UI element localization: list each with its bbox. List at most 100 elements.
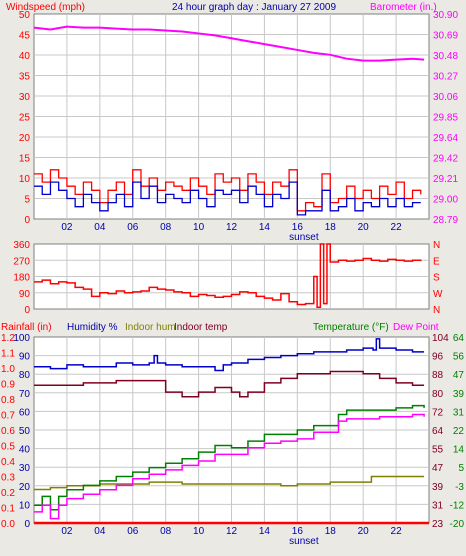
rainfall-tick-label: 0.4	[1, 457, 15, 468]
wind-panel-x-tick-label: 04	[94, 222, 106, 233]
barometer-tick-label: 30.48	[433, 51, 458, 62]
indoor-temp-tick-label: 72	[432, 407, 444, 418]
barometer-tick-label: 29.85	[433, 113, 458, 124]
compass-tick-label: W	[433, 289, 443, 300]
rainfall-tick-label: 0.6	[1, 426, 15, 437]
compass-tick-label: N	[433, 240, 440, 251]
barometer-tick-label: 30.06	[433, 92, 458, 103]
rainfall-tick-label: 0.3	[1, 473, 15, 484]
temperature-tick-label: 64	[453, 333, 465, 344]
direction-series-line	[34, 243, 422, 308]
wind-barometer-panel: 0 5 10 15 20 25 30 35 40 45 50 28.79 29.00 29.21 29.42…	[19, 10, 459, 243]
indoor-hum-title: Indoor hum	[125, 322, 176, 333]
windspeed-tick-label: 15	[19, 154, 31, 165]
humidity-tick-label: 100	[13, 333, 30, 344]
direction-tick-label: 180	[13, 273, 30, 284]
windspeed-tick-label: 30	[19, 92, 31, 103]
direction-tick-label: 360	[13, 240, 30, 251]
wind-panel-x-tick-label: 02	[61, 222, 73, 233]
windspeed-tick-label: 10	[19, 174, 31, 185]
avg_wind-series-line	[34, 181, 421, 216]
barometer-axis-title: Barometer (in.)	[370, 2, 437, 13]
humidity-tick-label: 60	[19, 407, 31, 418]
rainfall-tick-label: 1.2	[1, 333, 15, 344]
wind-panel-x-tick-label: 06	[127, 222, 139, 233]
humidity-tick-label: 70	[19, 389, 31, 400]
temperature-axis-title: Temperature (°F)	[313, 322, 389, 333]
compass-tick-label: E	[433, 256, 440, 267]
barometer-series-line	[33, 25, 425, 62]
indoor-temp-tick-label: 64	[432, 426, 444, 437]
temperature-tick-label: 22	[453, 426, 465, 437]
dew-point-title: Dew Point	[393, 322, 439, 333]
windspeed-tick-label: 50	[19, 10, 31, 21]
temperature-tick-label: 39	[453, 389, 465, 400]
temp-panel-x-tick-label: 20	[358, 526, 370, 537]
temperature-series-line	[34, 404, 425, 511]
temp-panel-x-tick-label: 08	[160, 526, 172, 537]
indoor-temp-tick-label: 31	[432, 500, 444, 511]
windspeed-tick-label: 5	[24, 195, 30, 206]
temperature-tick-label: 5	[458, 463, 464, 474]
temp-panel-x-tick-label: 02	[61, 526, 73, 537]
rainfall-tick-label: 1.0	[1, 364, 15, 375]
wind-panel-x-tick-label: 08	[160, 222, 172, 233]
barometer-tick-label: 30.90	[433, 10, 458, 21]
indoor-temp-tick-label: 80	[432, 389, 444, 400]
direction-tick-label: 90	[19, 289, 31, 300]
temperature-tick-label: -12	[450, 500, 465, 511]
rainfall-tick-label: 1.1	[1, 349, 15, 360]
humidity-tick-label: 50	[19, 426, 31, 437]
rainfall-axis-title: Rainfall (in)	[1, 322, 52, 333]
humidity-tick-label: 40	[19, 445, 31, 456]
humidity-series-line	[34, 338, 425, 372]
wind-series-line	[34, 169, 422, 212]
temperature-tick-label: 56	[453, 352, 465, 363]
graph-title: 24 hour graph day : January 27 2009	[172, 2, 336, 13]
temp-panel-x-tick-label: 06	[127, 526, 139, 537]
wind-panel-x-tick-label: 10	[193, 222, 205, 233]
wind-panel-x-tick-label: 20	[358, 222, 370, 233]
temp-panel-x-tick-label: 12	[226, 526, 238, 537]
indoor-temp-tick-label: 23	[432, 519, 444, 530]
humidity-tick-label: 80	[19, 370, 31, 381]
rainfall-tick-label: 0.7	[1, 411, 15, 422]
temp-panel-x-tick-label: 10	[193, 526, 205, 537]
rainfall-tick-label: 0.9	[1, 380, 15, 391]
windspeed-axis-title: Windspeed (mph)	[6, 2, 85, 13]
wind-panel-sunset-label: sunset	[289, 232, 319, 243]
rainfall-tick-label: 0.0	[1, 519, 15, 530]
rainfall-tick-label: 0.1	[1, 504, 15, 515]
windspeed-tick-label: 45	[19, 31, 31, 42]
temperature-tick-label: 47	[453, 370, 465, 381]
barometer-tick-label: 29.42	[433, 154, 458, 165]
temp-panel-x-tick-label: 14	[259, 526, 271, 537]
temp-panel-sunset-label: sunset	[289, 536, 319, 547]
barometer-tick-label: 28.79	[433, 215, 458, 226]
windspeed-tick-label: 25	[19, 113, 31, 124]
wind-panel-x-tick-label: 16	[292, 222, 304, 233]
indoor-temp-tick-label: 47	[432, 463, 444, 474]
wind-panel-x-tick-label: 22	[391, 222, 403, 233]
temperature-tick-label: 31	[453, 407, 465, 418]
indoor-temp-tick-label: 88	[432, 370, 444, 381]
temp-panel-x-tick-label: 16	[292, 526, 304, 537]
temperature-tick-label: 14	[453, 445, 465, 456]
barometer-tick-label: 30.27	[433, 72, 458, 83]
indoor_temp-series-line	[34, 370, 425, 398]
windspeed-tick-label: 40	[19, 51, 31, 62]
indoor-temp-tick-label: 55	[432, 445, 444, 456]
humidity-tick-label: 90	[19, 352, 31, 363]
temperature-tick-label: -3	[455, 482, 464, 493]
humidity-tick-label: 30	[19, 463, 31, 474]
humidity-tick-label: 0	[24, 519, 30, 530]
barometer-tick-label: 29.00	[433, 195, 458, 206]
direction-tick-label: 0	[24, 305, 30, 316]
temp-panel-x-tick-label: 22	[391, 526, 403, 537]
compass-tick-label: S	[433, 273, 440, 284]
humidity-axis-title: Humidity %	[67, 322, 118, 333]
humidity-tick-label: 20	[19, 482, 31, 493]
barometer-tick-label: 29.21	[433, 174, 458, 185]
